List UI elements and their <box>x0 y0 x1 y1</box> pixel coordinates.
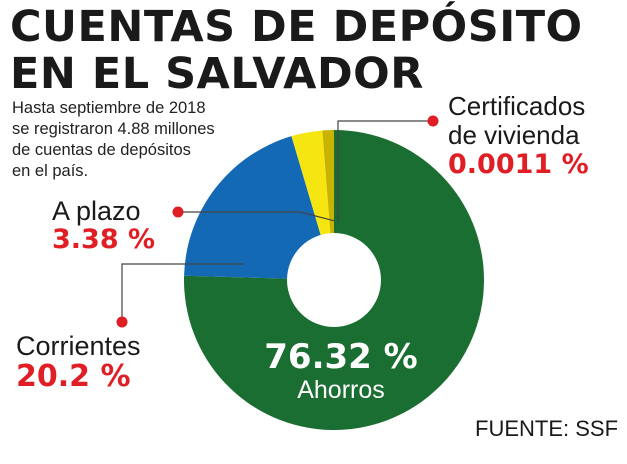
subtitle-line: en el país. <box>12 162 89 180</box>
leader-line-corrientes <box>121 263 244 322</box>
label-a-plazo-value: 3.38 % <box>52 224 156 255</box>
leader-line-a-plazo <box>178 211 335 222</box>
subtitle-line: Hasta septiembre de 2018 <box>12 99 206 117</box>
label-corrientes: Corrientes 20.2 % <box>16 332 141 394</box>
callout-dot-certificados <box>427 115 439 127</box>
callout-dot-corrientes <box>116 316 128 328</box>
label-a-plazo: A plazo 3.38 % <box>52 197 155 255</box>
label-ahorros-value: 76.32 % <box>264 337 418 377</box>
donut-hole <box>287 233 381 327</box>
subtitle-line: se registraron 4.88 millones <box>12 120 215 138</box>
source-note: FUENTE: SSF <box>475 416 619 441</box>
label-ahorros-name: Ahorros <box>297 376 385 404</box>
subtitle: Hasta septiembre de 2018 se registraron … <box>12 98 252 182</box>
leader-line-certificados <box>337 120 433 223</box>
label-certificados-name-2: de vivienda <box>448 120 580 150</box>
label-certificados: Certificados de vivienda 0.0011 % <box>448 92 589 180</box>
label-certificados-value: 0.0011 % <box>448 149 589 180</box>
page-title: CUENTAS DE DEPÓSITO EN EL SALVADOR <box>10 4 610 98</box>
subtitle-line: de cuentas de depósitos <box>12 141 191 159</box>
title-line-2: EN EL SALVADOR <box>10 49 424 99</box>
title-line-1: CUENTAS DE DEPÓSITO <box>10 2 583 52</box>
label-certificados-name-1: Certificados <box>448 91 586 121</box>
label-corrientes-name: Corrientes <box>16 331 141 361</box>
callout-dot-a-plazo <box>172 206 184 218</box>
slice-corrientes <box>184 136 334 280</box>
label-ahorros: 76.32 % Ahorros <box>256 338 426 404</box>
label-corrientes-value: 20.2 % <box>16 359 131 394</box>
label-a-plazo-name: A plazo <box>52 196 141 226</box>
